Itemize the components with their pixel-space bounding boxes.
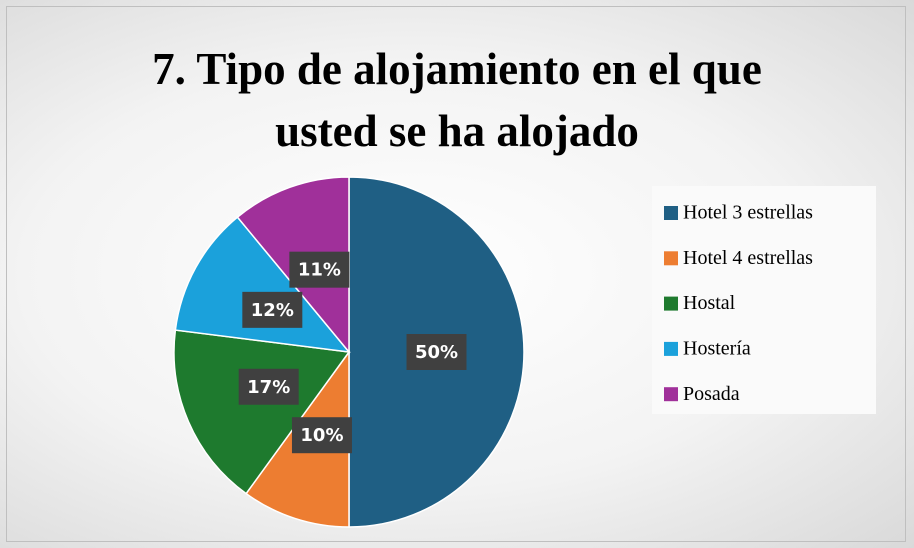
pie-slice: [173, 329, 351, 495]
data-label-box: [291, 417, 352, 454]
chart-border: [6, 6, 906, 542]
pie-slice: [174, 216, 351, 353]
legend-swatch: [664, 251, 678, 266]
legend-label: Hotel 4 estrellas: [683, 247, 813, 269]
data-label: 17%: [247, 377, 290, 398]
legend-swatch: [664, 296, 678, 311]
data-label-box: [406, 334, 467, 370]
legend-label: Posada: [683, 383, 740, 405]
data-label-box: [238, 368, 299, 405]
data-label: 10%: [300, 425, 343, 446]
data-label-box: [242, 291, 303, 328]
legend-swatch: [664, 387, 678, 402]
data-label: 12%: [251, 300, 294, 321]
legend-label: Hotel 3 estrellas: [683, 202, 813, 224]
chart-title: 7. Tipo de alojamiento en el que usted s…: [152, 44, 762, 156]
legend-label: Hostería: [683, 337, 751, 359]
legend-box: [652, 186, 876, 414]
legend-swatch: [664, 206, 678, 220]
legend-swatch: [664, 341, 678, 356]
legend-label: Hostal: [683, 292, 736, 314]
data-label-box: [289, 251, 350, 288]
data-label: 50%: [415, 342, 458, 363]
data-label: 11%: [298, 260, 341, 281]
